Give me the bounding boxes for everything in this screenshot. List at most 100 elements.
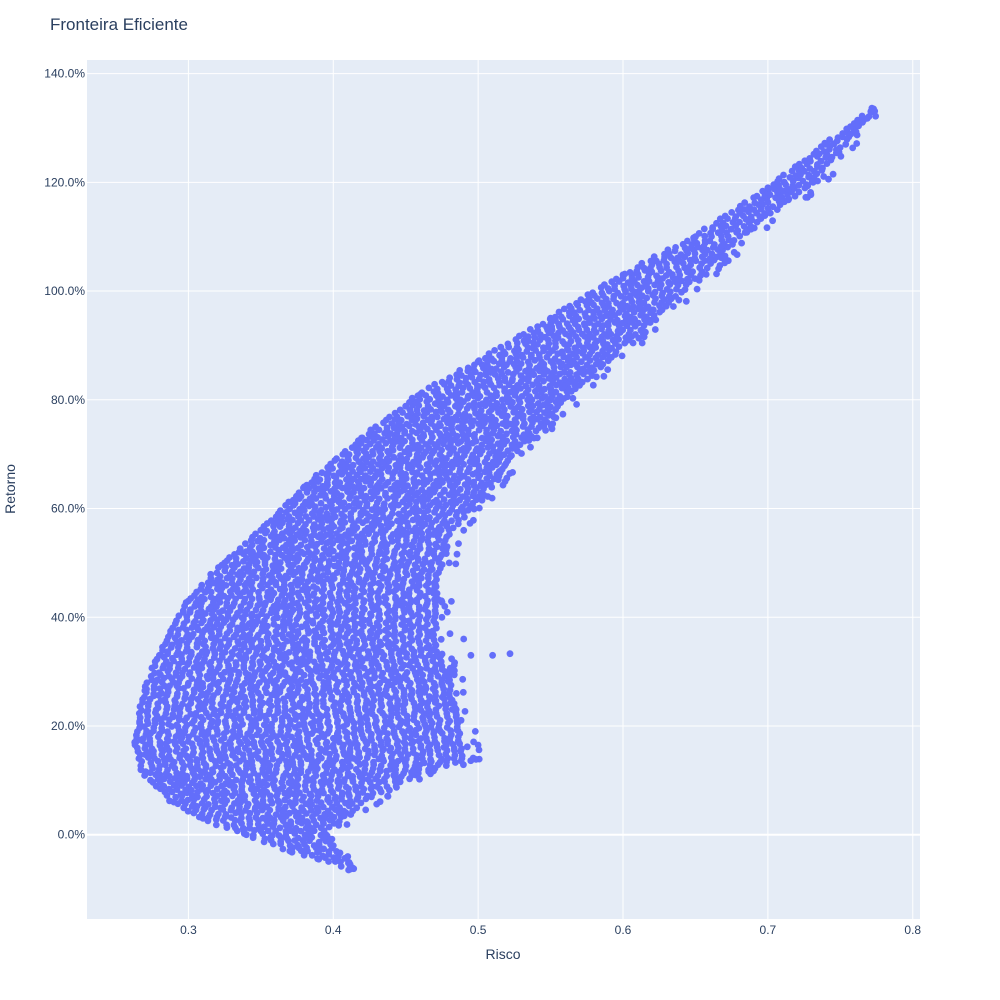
x-tick-label: 0.4 <box>325 923 342 937</box>
data-point <box>763 224 771 232</box>
data-point <box>287 818 295 826</box>
data-point <box>347 669 355 676</box>
data-point <box>300 634 308 642</box>
data-point <box>201 769 209 777</box>
data-point <box>310 583 317 590</box>
data-point <box>453 550 461 558</box>
data-point <box>262 599 269 607</box>
data-point <box>474 358 482 366</box>
data-point <box>507 355 514 362</box>
data-point <box>769 217 776 225</box>
data-point <box>203 697 210 705</box>
x-tick-label: 0.3 <box>180 923 197 937</box>
data-point <box>438 613 446 621</box>
data-point <box>863 114 871 122</box>
data-point <box>453 690 460 697</box>
data-point <box>386 413 393 421</box>
data-point <box>315 847 323 855</box>
data-point <box>672 244 679 251</box>
data-point <box>825 175 832 183</box>
data-point <box>693 285 701 293</box>
data-point <box>383 783 391 790</box>
data-point <box>559 410 567 418</box>
data-point <box>459 675 467 683</box>
data-point <box>141 687 149 695</box>
data-point <box>317 499 325 507</box>
data-point <box>442 550 450 557</box>
data-point <box>241 679 249 687</box>
data-point <box>179 700 186 708</box>
data-point <box>217 804 224 812</box>
data-point <box>456 367 464 374</box>
data-point <box>189 630 197 638</box>
data-point <box>378 648 385 656</box>
data-point <box>612 275 620 283</box>
data-point <box>232 659 240 666</box>
data-point <box>506 650 514 658</box>
data-point <box>326 755 334 763</box>
data-point <box>721 212 729 220</box>
data-point <box>168 641 176 649</box>
data-point <box>221 741 229 749</box>
data-point <box>629 339 637 347</box>
data-point <box>431 641 439 648</box>
data-point <box>313 596 321 604</box>
data-point <box>780 171 787 179</box>
data-point <box>309 617 316 625</box>
data-point <box>312 610 320 618</box>
data-point <box>313 697 320 705</box>
data-point <box>329 842 337 849</box>
data-point <box>338 789 346 797</box>
data-point <box>373 800 381 808</box>
data-point <box>448 517 455 525</box>
data-point <box>438 378 446 386</box>
data-point <box>509 469 516 476</box>
data-point <box>234 745 242 753</box>
data-point <box>589 381 597 389</box>
data-point <box>425 693 433 700</box>
data-point <box>478 496 486 504</box>
data-point <box>285 649 293 656</box>
data-point <box>344 853 352 860</box>
data-point <box>166 778 174 785</box>
data-point <box>295 834 302 842</box>
data-point <box>764 184 772 192</box>
data-point <box>451 659 458 667</box>
data-point <box>322 831 330 839</box>
data-point <box>381 717 389 725</box>
data-point <box>518 450 525 457</box>
data-point <box>471 728 479 735</box>
x-tick-label: 0.6 <box>615 923 632 937</box>
data-point <box>217 614 225 621</box>
data-point <box>460 635 468 643</box>
data-point <box>257 526 265 534</box>
data-point <box>202 775 210 783</box>
data-point <box>326 600 334 608</box>
y-tick-label: 100.0% <box>44 284 85 298</box>
data-point <box>469 504 477 511</box>
data-point <box>675 296 683 304</box>
data-point <box>728 209 736 216</box>
data-point <box>682 297 690 305</box>
data-point <box>312 471 320 479</box>
data-point <box>236 545 244 552</box>
data-point <box>438 650 446 658</box>
data-point <box>281 803 289 811</box>
data-point <box>835 148 843 156</box>
data-point <box>286 847 294 855</box>
data-point <box>475 504 483 512</box>
data-point <box>604 366 612 373</box>
data-point <box>497 343 505 351</box>
data-point <box>209 789 217 797</box>
data-point <box>635 334 643 342</box>
data-point <box>245 713 253 721</box>
data-point <box>324 717 332 725</box>
data-point <box>310 842 318 849</box>
data-point <box>318 469 326 477</box>
data-point <box>376 628 383 635</box>
data-point <box>445 668 453 675</box>
data-point <box>494 476 502 484</box>
y-tick-label: 0.0% <box>58 828 86 842</box>
data-point <box>315 855 323 863</box>
data-point <box>547 314 554 322</box>
